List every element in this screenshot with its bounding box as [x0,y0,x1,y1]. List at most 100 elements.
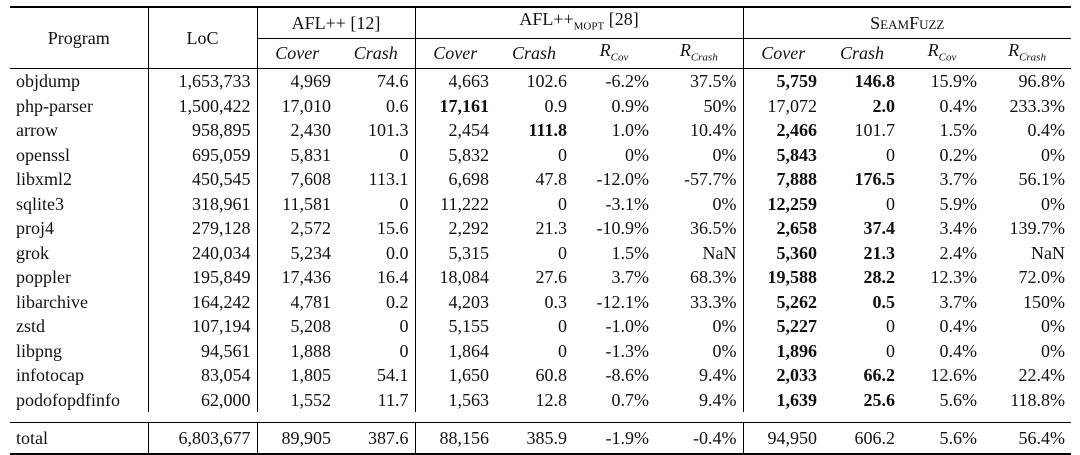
cell-mopt-rcov: -8.6% [605,365,650,386]
cell-mopt-crash: 0 [558,144,568,165]
cell-mopt-crash: 60.8 [535,365,568,386]
cell-mopt-crash: 21.3 [535,218,568,239]
cell-mopt-rcrash: 50% [655,93,744,119]
cell-loc: 62,000 [148,387,258,413]
cell-seam-crash: 21.3 [863,242,896,263]
table-row: infotocap 83,054 1,805 54.1 1,650 60.8 -8.6% 9.… [10,363,1071,388]
cell-program: grok [10,240,149,266]
cell-mopt-rcov: -6.2% [605,71,650,92]
total-seam-rcrash: 56.4% [983,422,1072,455]
cell-seam-rcov: 5.6% [939,389,978,410]
total-mopt-rcov: -1.9% [573,422,656,455]
cell-loc: 240,034 [148,240,258,266]
cell-program: libpng [10,338,149,364]
cell-mopt-rcrash: 68.3% [655,265,744,290]
col-header-program: Program [10,7,149,70]
cell-mopt-cover: 2,454 [448,120,490,141]
cell-program: objdump [10,68,149,94]
cell-mopt-cover: 11,222 [440,193,490,214]
table-row: php-parser 1,500,422 17,010 0.6 17,161 0.9 0.9… [10,93,1071,119]
cell-loc: 1,653,733 [148,68,258,94]
cell-mopt-rcrash: 0% [655,338,744,364]
cell-afl-cover: 2,430 [290,120,332,141]
table-body: objdump 1,653,733 4,969 74.6 4,663 102.6 -6.2%… [10,68,1071,413]
cell-program: php-parser [10,93,149,119]
table-row: arrow 958,895 2,430 101.3 2,454 111.8 1.0% 10.4… [10,118,1071,143]
cell-afl-crash: 54.1 [337,363,416,388]
cell-seam-crash: 146.8 [854,71,896,92]
cell-seam-crash: 0 [886,193,896,214]
total-program: total [10,422,149,455]
rcov-sub: Cov [938,51,957,64]
col-header-afl-cover: Cover [257,38,337,70]
cell-loc: 958,895 [148,118,258,143]
cell-seam-rcov: 5.9% [939,193,978,214]
cell-mopt-crash: 111.8 [528,120,568,141]
cell-program: sqlite3 [10,191,149,217]
total-afl-cover: 89,905 [257,422,337,455]
rcov-r: R [599,39,611,60]
cell-loc: 450,545 [148,167,258,192]
total-seam-crash: 606.2 [823,422,902,455]
table-row: grok 240,034 5,234 0.0 5,315 0 1.5% NaN 5,360 21.… [10,240,1071,266]
cell-afl-crash: 74.6 [337,68,416,94]
cell-afl-cover: 1,552 [290,389,332,410]
results-table-container: Program LoC AFL++ [12] AFL++MOPT [28] Se… [10,6,1072,455]
cell-seam-rcov: 12.6% [930,365,978,386]
cell-loc: 94,561 [148,338,258,364]
col-header-afl-crash: Crash [337,38,416,70]
cell-seam-cover: 12,259 [767,193,818,214]
rcrash-sub: Crash [690,51,718,64]
cell-seam-cover: 5,262 [776,291,818,312]
cell-program: infotocap [10,363,149,388]
cell-mopt-rcov: 1.0% [611,120,650,141]
rcov-sub: Cov [610,51,629,64]
cell-mopt-cover: 17,161 [439,95,490,116]
total-row: total 6,803,677 89,905 387.6 88,156 385.9 -1.9… [10,422,1072,455]
cell-mopt-rcov: -1.0% [605,316,650,337]
cell-mopt-cover: 4,663 [448,71,490,92]
results-table: Program LoC AFL++ [12] AFL++MOPT [28] Se… [10,6,1072,455]
cell-seam-rcrash: 0% [1041,340,1066,361]
group-header-seamfuzz: SeamFuzz [743,7,1072,39]
cell-afl-cover: 1,888 [290,340,332,361]
cell-seam-rcrash: 96.8% [1018,71,1066,92]
cell-seam-crash: 25.6 [863,389,896,410]
cell-program: podofopdfinfo [10,387,149,413]
cell-mopt-cover: 6,698 [448,169,490,190]
cell-seam-rcrash: 139.7% [1009,218,1066,239]
cell-afl-cover: 2,572 [290,218,332,239]
aflmopt-subscript: MOPT [573,20,605,33]
total-mopt-cover: 88,156 [415,422,496,455]
cell-seam-cover: 1,896 [776,340,818,361]
cell-seam-cover: 7,888 [776,169,818,190]
col-header-seam-rcrash: RCrash [983,38,1072,70]
header-row-metrics: Cover Crash Cover Crash RCov RCrash Cove… [10,38,1072,70]
cell-program: proj4 [10,216,149,241]
col-header-mopt-rcov: RCov [573,38,656,70]
cell-mopt-rcrash: 0% [655,191,744,217]
cell-program: libarchive [10,289,149,315]
cell-mopt-rcov: -12.0% [596,169,650,190]
cell-seam-rcov: 3.7% [939,169,978,190]
aflmopt-name: AFL++ [519,9,574,29]
cell-mopt-rcrash: NaN [655,240,744,266]
cell-seam-rcov: 15.9% [930,71,978,92]
cell-afl-crash: 101.3 [337,118,416,143]
col-header-mopt-rcrash: RCrash [655,38,744,70]
cell-afl-crash: 0.6 [337,93,416,119]
cell-mopt-rcov: 1.5% [611,242,650,263]
col-header-seam-cover: Cover [743,38,824,70]
table-row: proj4 279,128 2,572 15.6 2,292 21.3 -10.9% 36.5… [10,216,1071,241]
cell-mopt-cover: 5,315 [448,242,490,263]
total-seam-rcov: 5.6% [901,422,984,455]
cell-seam-cover: 5,759 [776,71,818,92]
col-header-seam-crash: Crash [823,38,902,70]
cell-seam-rcrash: 56.1% [1018,169,1066,190]
cell-seam-rcov: 0.4% [939,316,978,337]
cell-seam-rcov: 1.5% [939,120,978,141]
total-afl-crash: 387.6 [337,422,416,455]
cell-program: poppler [10,265,149,290]
cell-afl-crash: 0 [337,191,416,217]
cell-seam-crash: 0 [886,144,896,165]
